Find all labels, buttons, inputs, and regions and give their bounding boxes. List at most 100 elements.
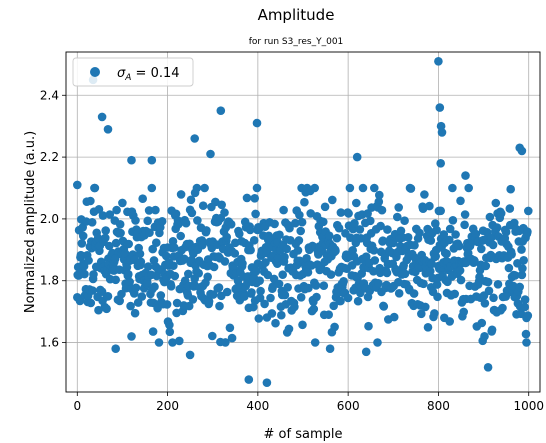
x-tick-label: 200 xyxy=(156,399,179,413)
data-point xyxy=(310,338,320,347)
data-point xyxy=(111,344,120,354)
data-point xyxy=(137,292,147,301)
data-point xyxy=(394,289,404,298)
data-point xyxy=(375,190,384,200)
data-point xyxy=(208,331,217,341)
data-point xyxy=(256,286,265,296)
data-point xyxy=(77,239,87,248)
data-point xyxy=(255,276,264,286)
data-point xyxy=(131,216,140,225)
data-point xyxy=(102,304,111,314)
data-point xyxy=(86,196,95,206)
data-point xyxy=(522,338,531,347)
data-point xyxy=(240,292,249,301)
data-point xyxy=(115,296,124,306)
data-point xyxy=(186,195,196,205)
data-point xyxy=(427,259,437,269)
data-point xyxy=(86,298,96,308)
data-point xyxy=(103,292,113,301)
data-point xyxy=(501,227,511,237)
data-point xyxy=(245,225,255,235)
data-point xyxy=(80,269,89,279)
data-point xyxy=(434,57,443,66)
data-point xyxy=(110,254,120,264)
data-point xyxy=(266,293,275,303)
data-point xyxy=(282,244,292,254)
data-point xyxy=(419,279,428,289)
data-point xyxy=(296,226,306,236)
x-tick-label: 1000 xyxy=(513,399,544,413)
data-point xyxy=(157,217,167,226)
data-point xyxy=(460,220,469,230)
data-point xyxy=(492,223,502,232)
legend-label: σA = 0.14 xyxy=(117,66,180,83)
data-point xyxy=(352,152,362,162)
data-point xyxy=(188,295,198,304)
data-point xyxy=(130,308,140,318)
data-point xyxy=(477,244,486,254)
data-point xyxy=(436,159,446,168)
data-point xyxy=(483,363,493,372)
plot-frame xyxy=(65,51,541,393)
data-point xyxy=(506,184,515,194)
data-point xyxy=(417,309,426,319)
data-point xyxy=(122,263,132,272)
data-point xyxy=(172,298,182,308)
data-point xyxy=(270,219,279,229)
data-point xyxy=(311,281,321,290)
data-point xyxy=(319,281,329,291)
data-point xyxy=(254,314,264,323)
data-point xyxy=(250,194,259,203)
data-point xyxy=(331,246,340,256)
data-point xyxy=(445,235,454,245)
data-point xyxy=(225,323,235,333)
data-point xyxy=(193,216,202,225)
data-point xyxy=(358,183,368,193)
data-point xyxy=(115,220,125,229)
data-point xyxy=(504,263,514,273)
data-point xyxy=(101,226,110,235)
data-point xyxy=(298,320,307,330)
data-point xyxy=(455,266,465,275)
data-point xyxy=(382,268,392,278)
data-point xyxy=(89,270,98,279)
data-point xyxy=(291,218,300,228)
data-point xyxy=(344,209,353,218)
data-point xyxy=(274,279,284,289)
x-tick-label: 600 xyxy=(337,399,360,413)
data-point xyxy=(226,220,236,229)
data-point xyxy=(491,198,501,208)
data-point xyxy=(262,378,272,388)
data-point xyxy=(486,233,496,242)
data-point xyxy=(426,236,436,245)
data-point xyxy=(261,258,270,267)
data-point xyxy=(509,281,518,291)
data-point xyxy=(309,304,319,314)
data-point xyxy=(445,224,455,234)
data-point xyxy=(249,302,258,312)
data-point xyxy=(284,324,294,334)
data-point xyxy=(421,302,430,312)
data-point xyxy=(460,210,470,219)
data-point xyxy=(436,206,446,216)
data-point xyxy=(328,195,337,205)
data-point xyxy=(145,228,154,237)
data-point xyxy=(451,230,460,239)
data-point xyxy=(135,249,145,259)
data-point xyxy=(200,183,209,193)
data-point xyxy=(98,211,108,220)
data-point xyxy=(235,229,244,239)
x-tick-label: 800 xyxy=(427,399,450,413)
data-point xyxy=(294,236,304,245)
data-point xyxy=(445,317,455,326)
data-point xyxy=(203,272,212,282)
data-point xyxy=(184,269,193,279)
data-point xyxy=(373,338,382,347)
data-point xyxy=(171,209,181,219)
data-point xyxy=(118,198,127,208)
data-point xyxy=(464,183,474,193)
data-point xyxy=(175,336,184,346)
data-point xyxy=(176,190,186,199)
legend-box xyxy=(72,57,194,87)
data-point xyxy=(336,208,346,217)
